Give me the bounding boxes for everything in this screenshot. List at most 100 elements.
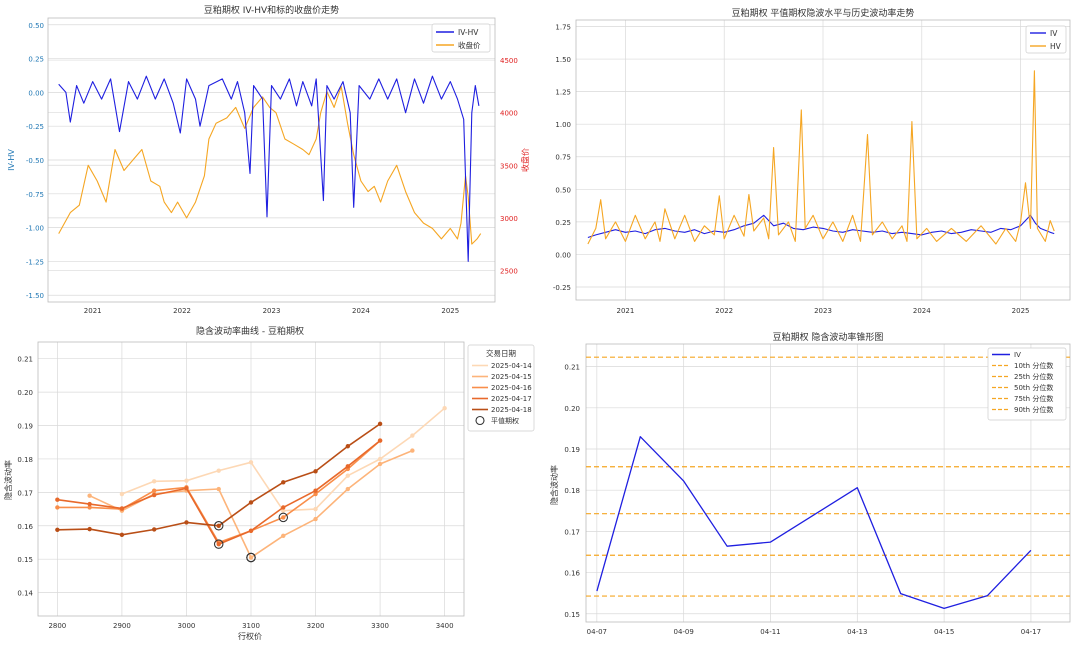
series-point-2025-04-17 [377,438,383,443]
series-point-2025-04-17 [55,497,60,502]
series-line-2025-04-14 [121,407,446,512]
y-tick-label-left: -0.25 [26,123,44,131]
series-point-2025-04-17 [248,528,254,533]
series-close-line [58,85,482,245]
series-point-2025-04-14 [410,433,415,438]
series-point-2025-04-18 [281,480,286,485]
x-tick-label: 3400 [436,622,454,630]
series-point-2025-04-15 [87,493,92,498]
legend-label: 90th 分位数 [1014,405,1053,414]
y-tick-label-left: -1.50 [26,292,44,300]
x-tick-label: 2023 [263,307,281,315]
y-tick-label: -0.25 [553,284,571,292]
series-point-2025-04-18 [151,527,157,532]
series-point-2025-04-14 [313,506,318,512]
series-point-2025-04-17 [281,505,286,510]
x-tick-label: 3200 [307,622,325,630]
series-point-2025-04-16 [281,515,286,520]
series-point-2025-04-18 [345,444,351,449]
y-tick-label: 1.50 [555,56,571,64]
chart-title: 豆粕期权 平值期权隐波水平与历史波动率走势 [732,7,915,19]
series-point-2025-04-16 [87,505,92,510]
y-tick-label-left: 0.25 [28,56,44,64]
legend-title: 交易日期 [486,348,516,358]
y-tick-label: 0.17 [564,528,580,536]
legend-label-2025-04-14: 2025-04-14 [491,362,532,370]
y-tick-label-left: 0.00 [28,89,44,97]
series-point-2025-04-17 [313,488,318,493]
y-tick-label-right: 3000 [500,215,518,223]
y-tick-label: 0.19 [17,423,33,431]
chart-title: 豆粕期权 隐含波动率锥形图 [773,331,884,343]
series-point-2025-04-14 [151,479,157,484]
y-tick-label: 0.50 [555,186,571,194]
x-tick-label: 2025 [1012,307,1030,315]
y-tick-label-left: -1.00 [26,225,44,233]
y-tick-label: 0.15 [564,611,580,619]
series-point-2025-04-15 [377,461,383,467]
series-point-2025-04-18 [216,523,221,528]
chart-iv-hv-close: 0.50 0.25 0.00 -0.25 -0.50 -0.75 -1.00 -1.25 -1.… [7,4,530,315]
series-point-2025-04-18 [87,526,92,532]
series-point-2025-04-15 [345,486,351,492]
atm-marker-2025-04-15 [246,552,256,563]
x-tick-label: 2022 [715,307,733,315]
series-iv-hv-line [58,75,480,262]
legend-label-2025-04-18: 2025-04-18 [491,406,532,414]
series-point-2025-04-18 [377,421,383,427]
series-point-2025-04-17 [345,464,351,469]
series-point-2025-04-14 [248,460,254,465]
series-point-2025-04-18 [119,532,125,538]
series-point-2025-04-17 [184,486,189,491]
legend-label-hv: HV [1050,42,1062,51]
y-tick-label-right: 3500 [500,162,518,170]
y-tick-label-left: -0.75 [26,191,44,199]
x-tick-label: 3100 [242,622,260,630]
series-point-2025-04-17 [87,501,92,507]
legend-label-iv-hv: IV-HV [458,28,479,37]
x-tick-label: 2021 [616,307,634,315]
y-tick-label: 0.25 [555,219,571,227]
series-point-2025-04-15 [281,533,286,539]
series-point-2025-04-14 [216,468,221,473]
y-tick-label: 0.75 [555,154,571,162]
y-tick-label: 0.18 [17,456,33,464]
x-tick-label: 2024 [352,307,370,315]
y-tick-label-right: 4000 [500,110,518,118]
legend-label-2025-04-16: 2025-04-16 [491,384,532,392]
x-tick-label: 2022 [173,307,191,315]
legend-label-2025-04-17: 2025-04-17 [491,395,532,403]
plot-frame [47,17,496,303]
series-point-2025-04-17 [119,506,125,511]
x-tick-label: 2021 [84,307,102,315]
y-tick-label: 0.14 [17,590,33,598]
chart-title: 豆粕期权 IV-HV和标的收盘价走势 [204,4,339,16]
series-hv-line [587,70,1055,245]
chart-iv-hv-level: 1.75 1.50 1.25 1.00 0.75 0.50 0.25 0.00 -0.25 202… [553,7,1071,315]
y-tick-label-right: 4500 [500,57,518,65]
y-tick-label: 1.25 [555,89,571,97]
x-tick-label: 2900 [113,622,131,630]
y-tick-label: 1.00 [555,121,571,129]
y-tick-label: 0.21 [564,364,580,372]
series-point-2025-04-14 [184,478,189,483]
series-point-2025-04-15 [313,516,318,522]
y-axis-label: 隐含波动率 [3,460,13,500]
y-tick-label: 0.21 [17,356,33,364]
series-point-2025-04-14 [345,473,351,478]
legend-label-iv: IV [1050,29,1058,38]
x-tick-label: 04-13 [847,628,867,636]
x-tick-label: 2025 [441,307,459,315]
x-tick-label: 3300 [371,622,389,630]
plot-frame [37,341,465,617]
y-axis-label-left: IV-HV [7,149,16,171]
legend-label-2025-04-15: 2025-04-15 [491,373,532,381]
series-point-2025-04-16 [313,491,318,497]
chart-iv-cone: 0.21 0.20 0.19 0.18 0.17 0.16 0.15 04-07 04-09 04… [549,331,1071,636]
y-tick-label: 0.00 [555,251,571,259]
series-point-2025-04-14 [281,508,286,513]
series-point-2025-04-15 [248,555,254,560]
x-tick-label: 04-11 [760,628,780,636]
legend-label: 10th 分位数 [1014,361,1053,370]
